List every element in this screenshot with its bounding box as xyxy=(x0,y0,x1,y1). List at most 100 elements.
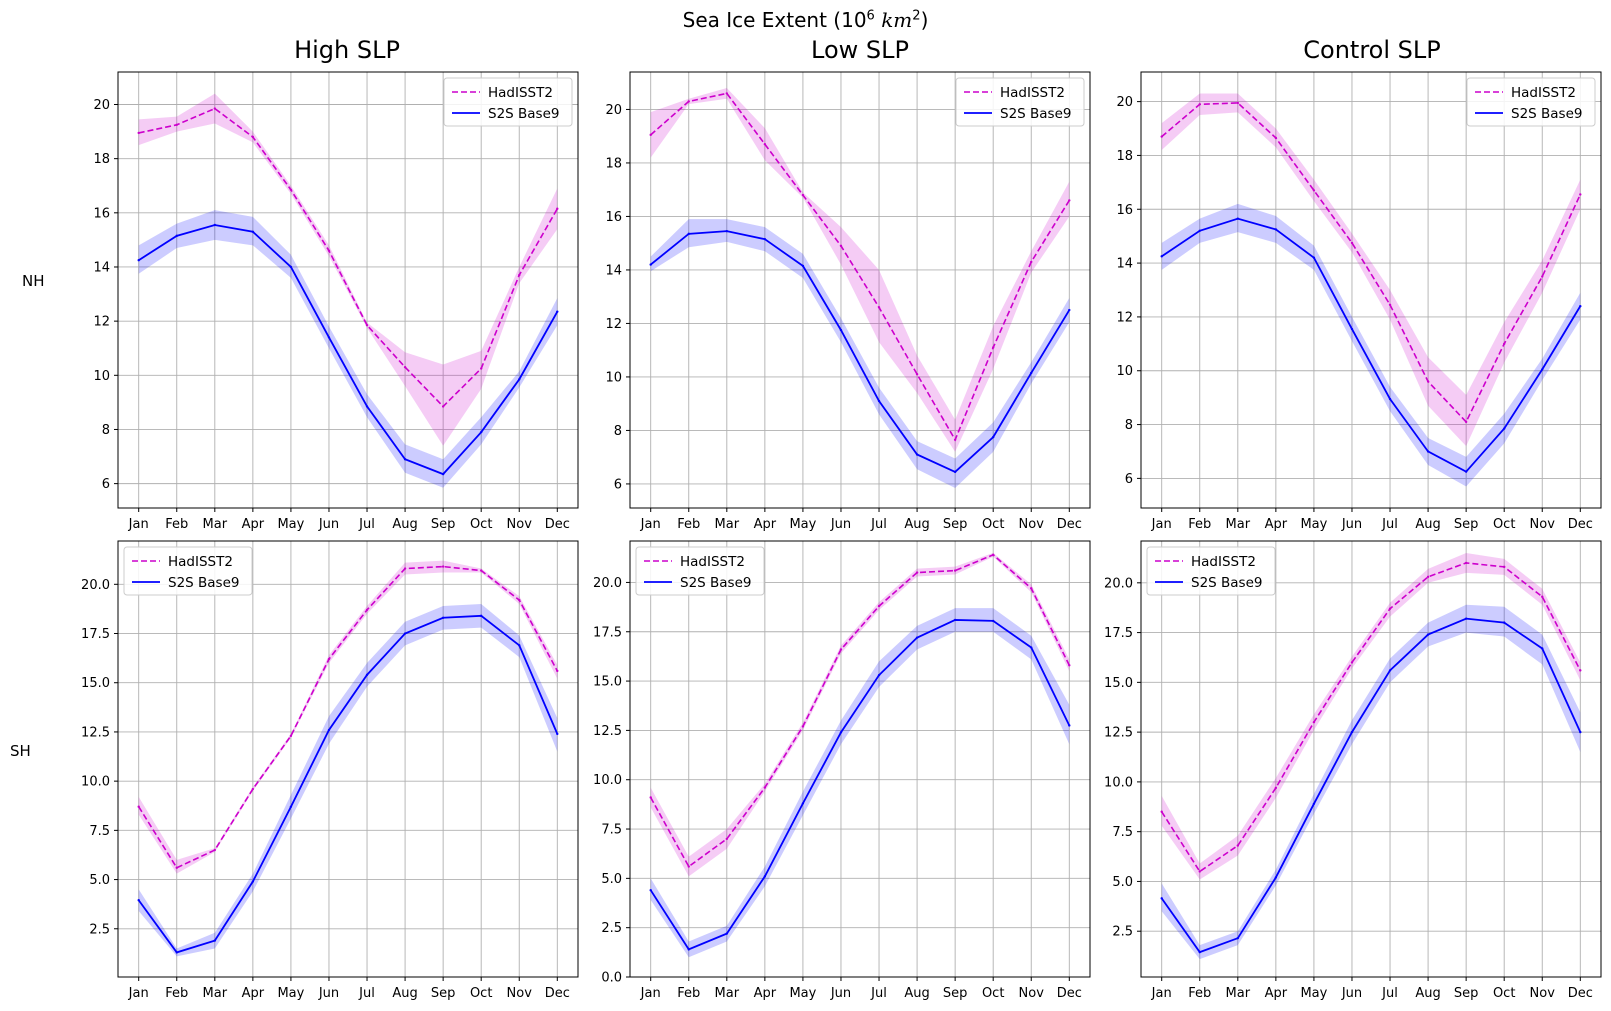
y-tick-label-7: 17.5 xyxy=(593,625,622,640)
y-tick-label-4: 10.0 xyxy=(593,773,622,788)
figure-title-prefix: Sea Ice Extent (10 xyxy=(682,8,867,32)
data-point-hadisst2-oct xyxy=(479,367,483,370)
data-point-hadisst2-oct xyxy=(991,346,995,349)
data-point-hadisst2-jul xyxy=(365,324,369,327)
x-tick-label-feb: Feb xyxy=(677,986,700,1001)
data-point-s2s-base9-mar xyxy=(1236,217,1240,220)
band-s2s-base9 xyxy=(650,219,1070,488)
x-tick-label-nov: Nov xyxy=(1530,986,1556,1001)
data-point-s2s-base9-jul xyxy=(365,673,369,677)
data-point-s2s-base9-apr xyxy=(1274,876,1278,879)
y-tick-label-1: 8 xyxy=(102,423,110,438)
y-tick-label-3: 12 xyxy=(1116,310,1133,325)
data-point-hadisst2-dec xyxy=(556,207,559,210)
axes-frame xyxy=(629,540,1091,978)
legend-label-hadisst2: HadISST2 xyxy=(1511,85,1576,101)
row-label-nh: NH xyxy=(22,272,45,290)
data-point-hadisst2-jan xyxy=(649,796,652,799)
data-point-hadisst2-aug xyxy=(1426,575,1430,579)
x-tick-label-dec: Dec xyxy=(545,517,570,532)
data-point-s2s-base9-jan xyxy=(1160,897,1163,900)
data-point-hadisst2-may xyxy=(1312,189,1316,192)
data-point-hadisst2-jan xyxy=(649,133,652,137)
data-point-hadisst2-mar xyxy=(725,837,729,841)
x-tick-label-jul: Jul xyxy=(870,517,887,532)
data-point-hadisst2-jan xyxy=(1160,810,1163,813)
data-point-hadisst2-jul xyxy=(1388,303,1392,307)
data-point-hadisst2-aug xyxy=(403,365,407,369)
panel-control-slp-sh: Jan Feb Mar Apr May Jun Jul Aug Sep Oct Nov Dec 2.5 5… xyxy=(1104,540,1602,1001)
data-point-hadisst2-nov xyxy=(1030,260,1033,264)
x-tick-label-jan: Jan xyxy=(1151,517,1172,532)
x-tick-label-sep: Sep xyxy=(1454,986,1479,1001)
x-tick-label-sep: Sep xyxy=(943,517,968,532)
data-point-hadisst2-feb xyxy=(687,865,690,868)
data-point-s2s-base9-jun xyxy=(1350,730,1354,734)
data-point-s2s-base9-apr xyxy=(763,875,767,878)
data-point-hadisst2-sep xyxy=(441,565,445,568)
x-tick-label-may: May xyxy=(789,517,816,532)
legend: HadISST2 S2S Base9 xyxy=(635,546,765,596)
data-point-hadisst2-jul xyxy=(365,608,369,612)
y-tick-label-3: 12 xyxy=(93,315,110,330)
data-point-hadisst2-sep xyxy=(441,405,445,408)
x-tick-label-jan: Jan xyxy=(640,517,661,532)
data-point-hadisst2-dec xyxy=(1068,199,1071,202)
legend-box xyxy=(1146,546,1276,596)
x-tick-label-sep: Sep xyxy=(943,986,968,1001)
x-tick-label-apr: Apr xyxy=(754,986,777,1001)
legend-label-s2s-base9: S2S Base9 xyxy=(488,106,559,122)
legend-label-s2s-base9: S2S Base9 xyxy=(168,575,239,591)
y-tick-label-7: 20 xyxy=(93,98,110,113)
data-point-s2s-base9-mar xyxy=(1236,936,1240,940)
data-point-hadisst2-oct xyxy=(991,553,995,557)
x-tick-label-may: May xyxy=(1300,517,1327,532)
data-point-hadisst2-jul xyxy=(877,604,881,608)
y-tick-label-6: 17.5 xyxy=(81,627,110,642)
x-tick-label-may: May xyxy=(277,986,304,1001)
data-point-s2s-base9-sep xyxy=(953,470,957,474)
data-point-s2s-base9-sep xyxy=(441,472,445,476)
y-tick-label-7: 20.0 xyxy=(81,578,110,593)
data-point-s2s-base9-aug xyxy=(1426,633,1430,636)
x-tick-label-aug: Aug xyxy=(1415,986,1440,1001)
data-point-s2s-base9-dec xyxy=(1068,724,1071,727)
y-tick-label-5: 15.0 xyxy=(81,676,110,691)
y-tick-label-7: 20 xyxy=(1116,95,1133,110)
data-point-hadisst2-aug xyxy=(1426,380,1430,383)
axes-frame xyxy=(1140,71,1602,509)
data-point-s2s-base9-may xyxy=(289,805,293,808)
x-tick-label-may: May xyxy=(277,517,304,532)
x-tick-label-jun: Jun xyxy=(1341,517,1362,532)
x-tick-label-apr: Apr xyxy=(242,517,265,532)
data-point-hadisst2-sep xyxy=(953,569,957,572)
data-point-s2s-base9-apr xyxy=(763,237,767,241)
y-tick-label-5: 15.0 xyxy=(1104,676,1133,691)
x-tick-label-may: May xyxy=(789,986,816,1001)
x-tick-label-oct: Oct xyxy=(982,517,1004,532)
data-point-s2s-base9-nov xyxy=(518,644,521,647)
y-tick-label-0: 6 xyxy=(614,477,622,492)
data-point-hadisst2-feb xyxy=(175,866,178,869)
band-s2s-base9 xyxy=(1161,203,1581,487)
data-point-s2s-base9-oct xyxy=(479,430,483,434)
x-tick-label-jul: Jul xyxy=(1381,517,1398,532)
data-point-s2s-base9-mar xyxy=(213,223,217,227)
series-line-hadisst2 xyxy=(138,565,559,869)
panel-low-slp-sh: Jan Feb Mar Apr May Jun Jul Aug Sep Oct Nov Dec 0.0 2… xyxy=(593,540,1091,1001)
data-point-s2s-base9-aug xyxy=(403,632,407,635)
figure-title-exponent: 6 xyxy=(866,8,875,24)
x-tick-label-aug: Aug xyxy=(392,986,417,1001)
figure-title-unit: km xyxy=(881,8,913,32)
data-point-s2s-base9-may xyxy=(801,264,805,268)
data-point-hadisst2-nov xyxy=(1541,275,1544,278)
panel-control-slp-nh: Jan Feb Mar Apr May Jun Jul Aug Sep Oct Nov Dec 6 8 10… xyxy=(1116,71,1602,532)
x-tick-label-oct: Oct xyxy=(470,517,492,532)
data-point-s2s-base9-may xyxy=(289,265,293,269)
y-tick-label-2: 7.5 xyxy=(89,824,110,839)
y-tick-label-0: 6 xyxy=(102,477,110,492)
data-point-s2s-base9-sep xyxy=(441,616,445,619)
data-point-hadisst2-oct xyxy=(1502,565,1506,569)
data-point-s2s-base9-aug xyxy=(915,636,919,639)
data-point-s2s-base9-nov xyxy=(1541,647,1544,650)
